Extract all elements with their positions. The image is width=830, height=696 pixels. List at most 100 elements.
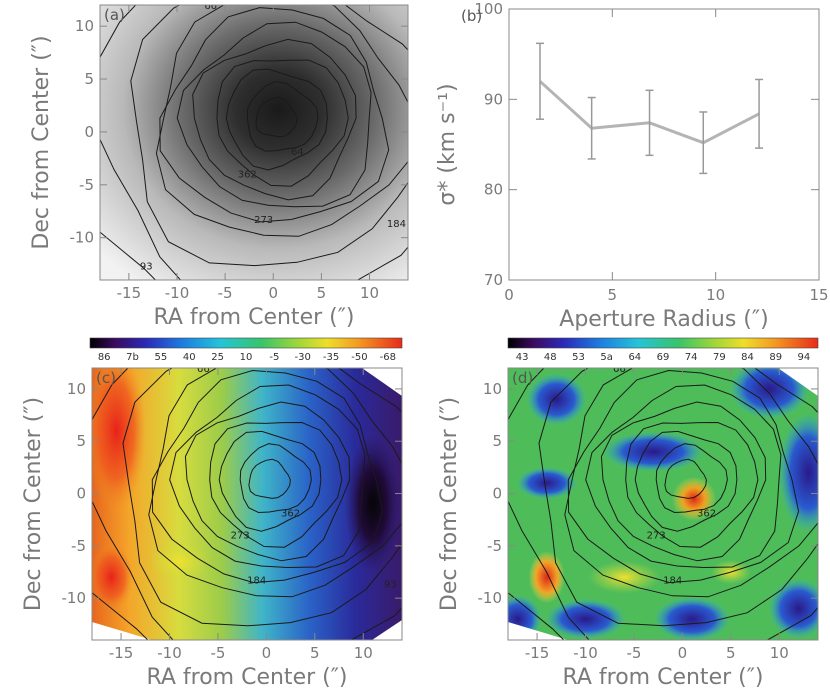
high-dispersion-core	[672, 476, 716, 521]
yellow-blob	[149, 541, 210, 582]
panel-d: 43 48 53 5a 64 69 74 79 84 89 94 66 362 273 184 -15 -10 -…	[437, 337, 819, 690]
contour-line	[664, 458, 707, 499]
contour-line	[151, 369, 384, 584]
x-tick-label: -10	[157, 644, 182, 662]
colorbar-tick-label: 55	[155, 352, 168, 363]
y-tick-label: 0	[84, 123, 94, 141]
panel-label: (b)	[461, 7, 482, 25]
x-tick-label: 0	[268, 284, 278, 302]
low-dispersion-blob	[545, 599, 626, 640]
colorbar-tick-label: 43	[516, 352, 529, 363]
contour-line	[634, 430, 738, 532]
low-dispersion-blob	[768, 578, 818, 639]
plot-frame	[99, 4, 409, 281]
redshift-blob	[92, 368, 147, 511]
colorbar-tick-label: 74	[685, 352, 698, 363]
contour-label: 184	[387, 219, 406, 230]
contour-label: 184	[247, 576, 266, 587]
masked-region	[92, 622, 152, 640]
contour-label: 93	[384, 580, 397, 591]
colorbar-tick-label: 40	[183, 352, 196, 363]
low-dispersion-blob	[526, 373, 587, 426]
x-tick-label: -15	[117, 284, 142, 302]
masked-region	[362, 368, 402, 396]
contour-line	[216, 59, 349, 187]
colorbar-tick-label: -35	[323, 352, 339, 363]
colorbar-tick-label: -30	[295, 352, 311, 363]
contour-line	[148, 368, 402, 598]
contour-label: 362	[238, 169, 257, 180]
contour-line	[155, 5, 408, 237]
contour-lines: 66 64 362 273 184 93	[100, 5, 408, 280]
x-tick-label: 10	[770, 644, 789, 662]
masked-region	[508, 622, 568, 640]
plot-frame	[507, 367, 819, 641]
panel-a: 66 64 362 273 184 93 -15 -10 -5 0 5 10 10 5 0 -5 -10 RA f…	[29, 4, 409, 330]
x-tick-label: 10	[706, 286, 725, 304]
y-tick-label: -5	[71, 537, 86, 555]
contour-line	[209, 421, 343, 548]
contour-label: 273	[254, 215, 273, 226]
x-tick-label: 15	[809, 286, 828, 304]
y-tick-label: 100	[474, 0, 503, 18]
dispersion-map	[508, 368, 818, 640]
plot-frame	[508, 8, 820, 281]
panel-b: 0 5 10 15 70 80 90 100 Aperture Radius (″) σ* (km…	[435, 0, 829, 332]
x-axis-label: Aperture Radius (″)	[559, 307, 768, 332]
low-dispersion-blob	[654, 597, 731, 640]
contour-line	[100, 5, 408, 280]
x-tick-label: 5	[726, 644, 736, 662]
x-axis-label: RA from Center (″)	[153, 305, 354, 330]
low-dispersion-blob	[778, 412, 818, 533]
contour-label: 273	[231, 531, 250, 542]
x-tick-label: -10	[165, 284, 190, 302]
x-axis-label: RA from Center (″)	[146, 665, 347, 690]
high-dispersion-blob	[528, 551, 565, 604]
contour-label: 66	[613, 364, 626, 375]
y-tick-label: 10	[75, 17, 94, 35]
y-tick-label: 5	[84, 70, 94, 88]
colorbar-tick-label: 5a	[600, 352, 613, 363]
x-tick-label: 10	[354, 644, 373, 662]
contour-line	[184, 401, 351, 562]
y-tick-label: 10	[67, 380, 86, 398]
colorbar-tick-label: 89	[769, 352, 782, 363]
contour-line	[169, 384, 366, 569]
x-tick-label: -10	[573, 644, 598, 662]
contour-label: 184	[663, 576, 682, 587]
x-axis-label: RA from Center (″)	[562, 665, 763, 690]
colorbar-tick-label: 10	[240, 352, 253, 363]
x-tick-label: 0	[262, 644, 272, 662]
contour-label: 362	[281, 509, 300, 520]
contour-line	[564, 368, 818, 598]
y-axis-label: Dec from Center (″)	[21, 397, 46, 611]
low-dispersion-blob	[516, 467, 577, 500]
contour-line	[585, 384, 782, 569]
plot-frame	[91, 367, 403, 641]
panel-label: (a)	[104, 6, 125, 24]
colorbar-tick-label: -50	[351, 352, 367, 363]
colorbar-tick-label: 48	[544, 352, 557, 363]
x-tick-label: 0	[504, 286, 514, 304]
colorbar-tick-label: 94	[798, 352, 811, 363]
contour-line	[192, 38, 357, 201]
x-tick-label: -5	[218, 284, 233, 302]
y-tick-label: 90	[484, 90, 503, 108]
contour-label: 273	[647, 531, 666, 542]
contour-line	[225, 68, 328, 171]
y-tick-label: -5	[487, 537, 502, 555]
contour-line	[508, 368, 818, 640]
y-tick-label: 10	[483, 380, 502, 398]
colorbar	[507, 337, 819, 349]
y-tick-label: 5	[76, 432, 86, 450]
y-axis-label: Dec from Center (″)	[29, 35, 54, 249]
masked-region	[372, 620, 402, 640]
low-dispersion-blob	[603, 431, 704, 472]
x-tick-label: 0	[678, 644, 688, 662]
x-tick-label: 5	[608, 286, 618, 304]
x-tick-label: 10	[360, 284, 379, 302]
x-tick-label: -15	[109, 644, 134, 662]
y-tick-label: -5	[79, 176, 94, 194]
